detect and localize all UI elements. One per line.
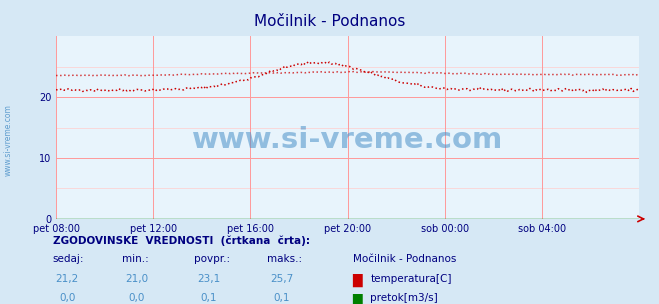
Text: 0,1: 0,1 (200, 293, 217, 303)
Text: █: █ (353, 274, 362, 287)
Text: 23,1: 23,1 (197, 274, 221, 284)
Text: 0,0: 0,0 (59, 293, 75, 303)
Text: min.:: min.: (122, 254, 149, 264)
Text: Močilnik - Podnanos: Močilnik - Podnanos (254, 14, 405, 29)
Text: █: █ (353, 293, 362, 304)
Text: 25,7: 25,7 (270, 274, 293, 284)
Text: ZGODOVINSKE  VREDNOSTI  (črtkana  črta):: ZGODOVINSKE VREDNOSTI (črtkana črta): (53, 236, 310, 246)
Text: 21,0: 21,0 (125, 274, 148, 284)
Text: pretok[m3/s]: pretok[m3/s] (370, 293, 438, 303)
Text: www.si-vreme.com: www.si-vreme.com (3, 104, 13, 176)
Text: Močilnik - Podnanos: Močilnik - Podnanos (353, 254, 456, 264)
Text: 21,2: 21,2 (55, 274, 79, 284)
Text: temperatura[C]: temperatura[C] (370, 274, 452, 284)
Text: 0,0: 0,0 (129, 293, 144, 303)
Text: www.si-vreme.com: www.si-vreme.com (192, 126, 503, 154)
Text: povpr.:: povpr.: (194, 254, 231, 264)
Text: maks.:: maks.: (267, 254, 302, 264)
Text: 0,1: 0,1 (273, 293, 290, 303)
Text: sedaj:: sedaj: (53, 254, 84, 264)
